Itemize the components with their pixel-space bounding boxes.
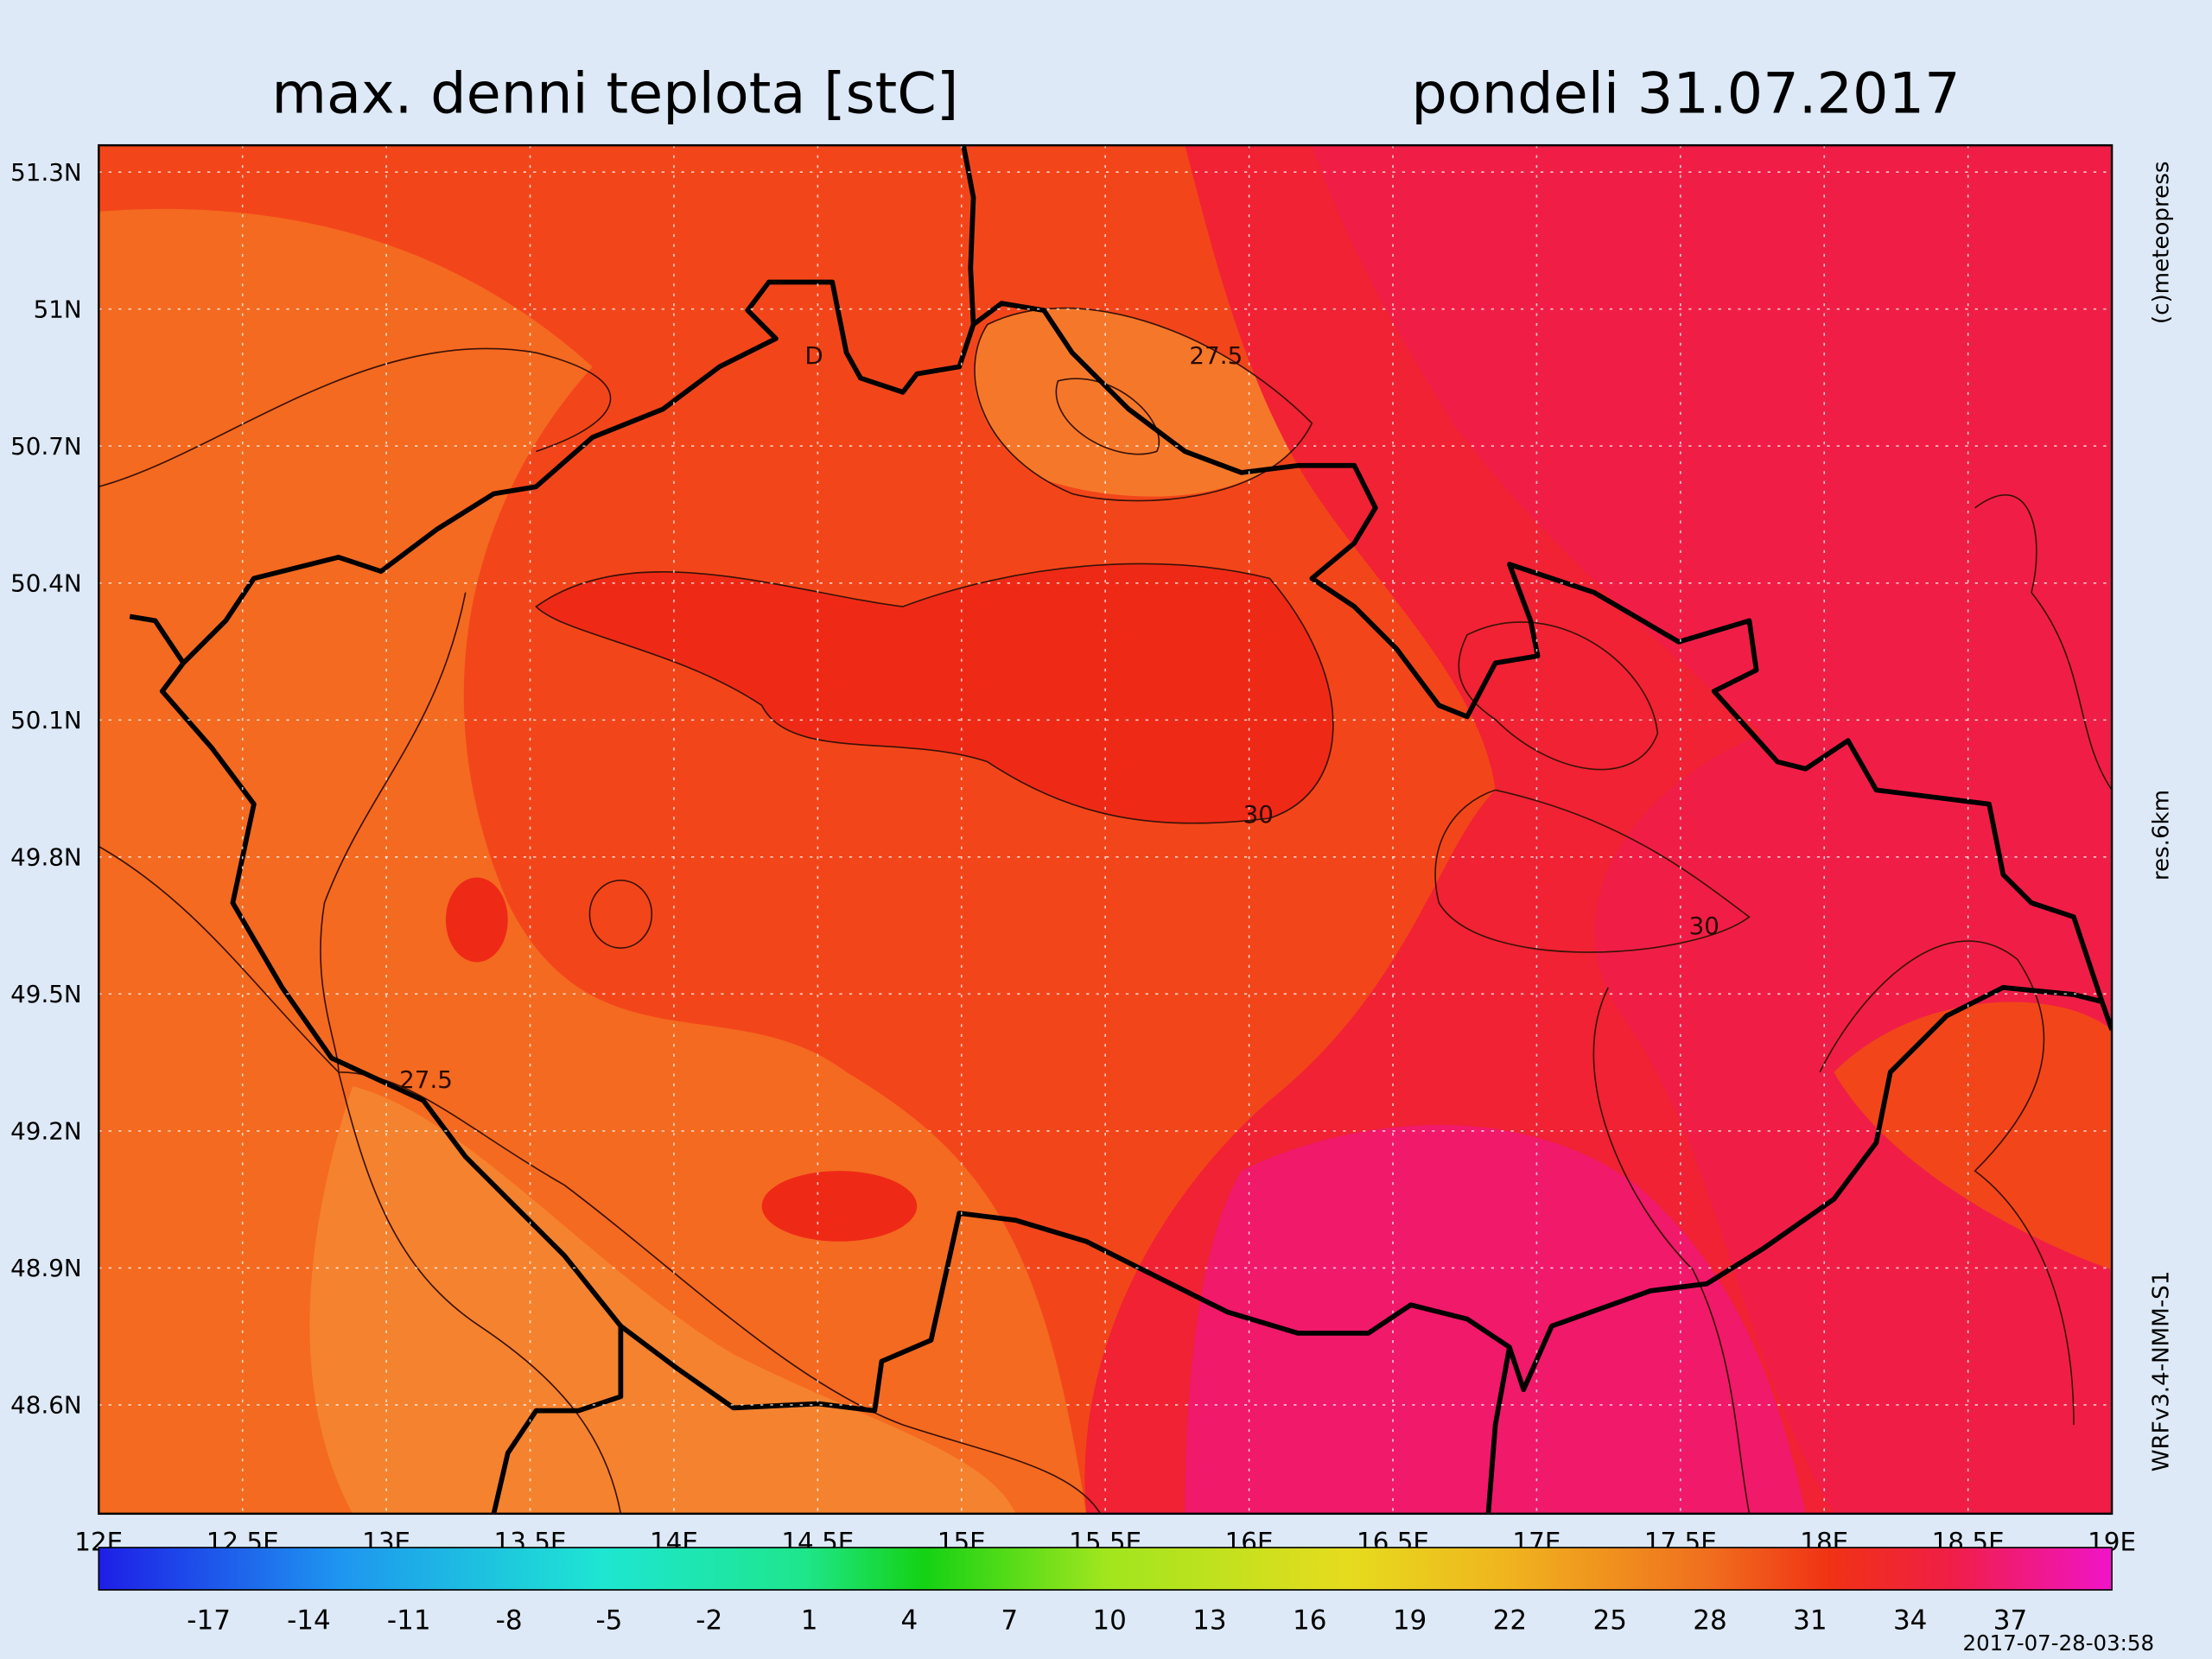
colorbar-tick-label: -5	[595, 1605, 622, 1637]
contour-label: D	[804, 341, 823, 370]
contour-label: 27.5	[1189, 341, 1243, 370]
timestamp: 2017-07-28-03:58	[1963, 1630, 2155, 1656]
colorbar-labels: -17 -14 -11 -8 -5 -2 1 4 7 10 13 16 19 22 25 28 31 34 37	[187, 1605, 2027, 1637]
contour-line	[320, 592, 1102, 1514]
colorbar-tick-label: -11	[387, 1605, 431, 1637]
lat-label: 50.7N	[10, 432, 82, 461]
grid	[99, 145, 2113, 1514]
lat-label: 49.8N	[10, 843, 82, 872]
country-border	[129, 279, 2105, 1414]
side-label: (c)meteopress	[2148, 162, 2174, 325]
colorbar-tick-label: 7	[1001, 1605, 1018, 1637]
colorbar	[98, 1547, 2113, 1591]
contour-line	[535, 563, 1334, 824]
field-orange-slovakia	[1834, 1001, 2113, 1270]
map-title: max. denni teplota [stC]	[271, 61, 958, 127]
field-red-central	[536, 563, 1333, 823]
field-red-spot	[445, 877, 508, 963]
side-labels: (c)meteopress res.6km WRFv3.4-NMM-S1	[2148, 162, 2174, 1472]
borders	[129, 145, 2113, 1514]
contour-line	[974, 307, 1313, 502]
colorbar-tick-label: 16	[1293, 1605, 1326, 1637]
contour-line	[1434, 789, 1751, 953]
colorbar-tick-label: 34	[1893, 1605, 1927, 1637]
lat-label: 49.2N	[10, 1117, 82, 1146]
field-orange-north	[974, 308, 1313, 497]
contour-line	[1592, 987, 1751, 1514]
lat-label: 51N	[34, 296, 82, 324]
country-border	[1485, 1346, 1512, 1514]
plot-frame	[98, 143, 2113, 1516]
contour-label: 27.5	[399, 1065, 453, 1094]
country-border	[491, 1325, 624, 1514]
side-label: WRFv3.4-NMM-S1	[2148, 1271, 2174, 1472]
contour-label: 30	[1243, 800, 1274, 829]
lat-label: 49.5N	[10, 980, 82, 1008]
colorbar-tick-label: 31	[1793, 1605, 1827, 1637]
colorbar-tick-label: 37	[1993, 1605, 2027, 1637]
lat-labels: 51.3N 51N 50.7N 50.4N 50.1N 49.8N 49.5N 49.2N 48…	[10, 158, 82, 1420]
colorbar-tick-label: 28	[1693, 1605, 1726, 1637]
contour-line	[1055, 378, 1160, 455]
lat-label: 50.4N	[10, 569, 82, 598]
colorbar-tick-label: -8	[496, 1605, 523, 1637]
contour-labels: 27.5 D 30 30 27.5	[399, 341, 1719, 1094]
field-red-spot	[761, 1171, 918, 1242]
contour-line	[588, 879, 653, 949]
contour-line	[1458, 621, 1659, 771]
contour-label: 30	[1689, 912, 1719, 940]
contour-line	[99, 347, 612, 488]
country-border	[961, 145, 976, 325]
field-magenta-south	[1185, 1125, 1806, 1514]
colorbar-tick-label: -17	[187, 1605, 231, 1637]
colorbar-tick-label: 13	[1192, 1605, 1226, 1637]
lat-label: 48.9N	[10, 1254, 82, 1282]
field-pink-east	[1312, 145, 2113, 1514]
colorbar-tick-label: 19	[1393, 1605, 1427, 1637]
colorbar-tick-label: 10	[1092, 1605, 1126, 1637]
lat-label: 50.1N	[10, 706, 82, 734]
colorbar-tick-label: 4	[901, 1605, 918, 1637]
temperature-field	[99, 145, 2113, 1514]
lat-label: 51.3N	[10, 158, 82, 187]
country-border	[2099, 1001, 2113, 1031]
lat-label: 48.6N	[10, 1391, 82, 1420]
colorbar-tick-label: 25	[1592, 1605, 1626, 1637]
colorbar-tick-label: 1	[801, 1605, 818, 1637]
contour-line	[1974, 494, 2113, 791]
side-label: res.6km	[2148, 790, 2174, 880]
contour-line	[99, 845, 622, 1514]
map-date: pondeli 31.07.2017	[1411, 61, 1960, 127]
colorbar-tick-label: -2	[696, 1605, 722, 1637]
colorbar-tick-label: 22	[1493, 1605, 1527, 1637]
colorbar-tick-label: -14	[287, 1605, 331, 1637]
